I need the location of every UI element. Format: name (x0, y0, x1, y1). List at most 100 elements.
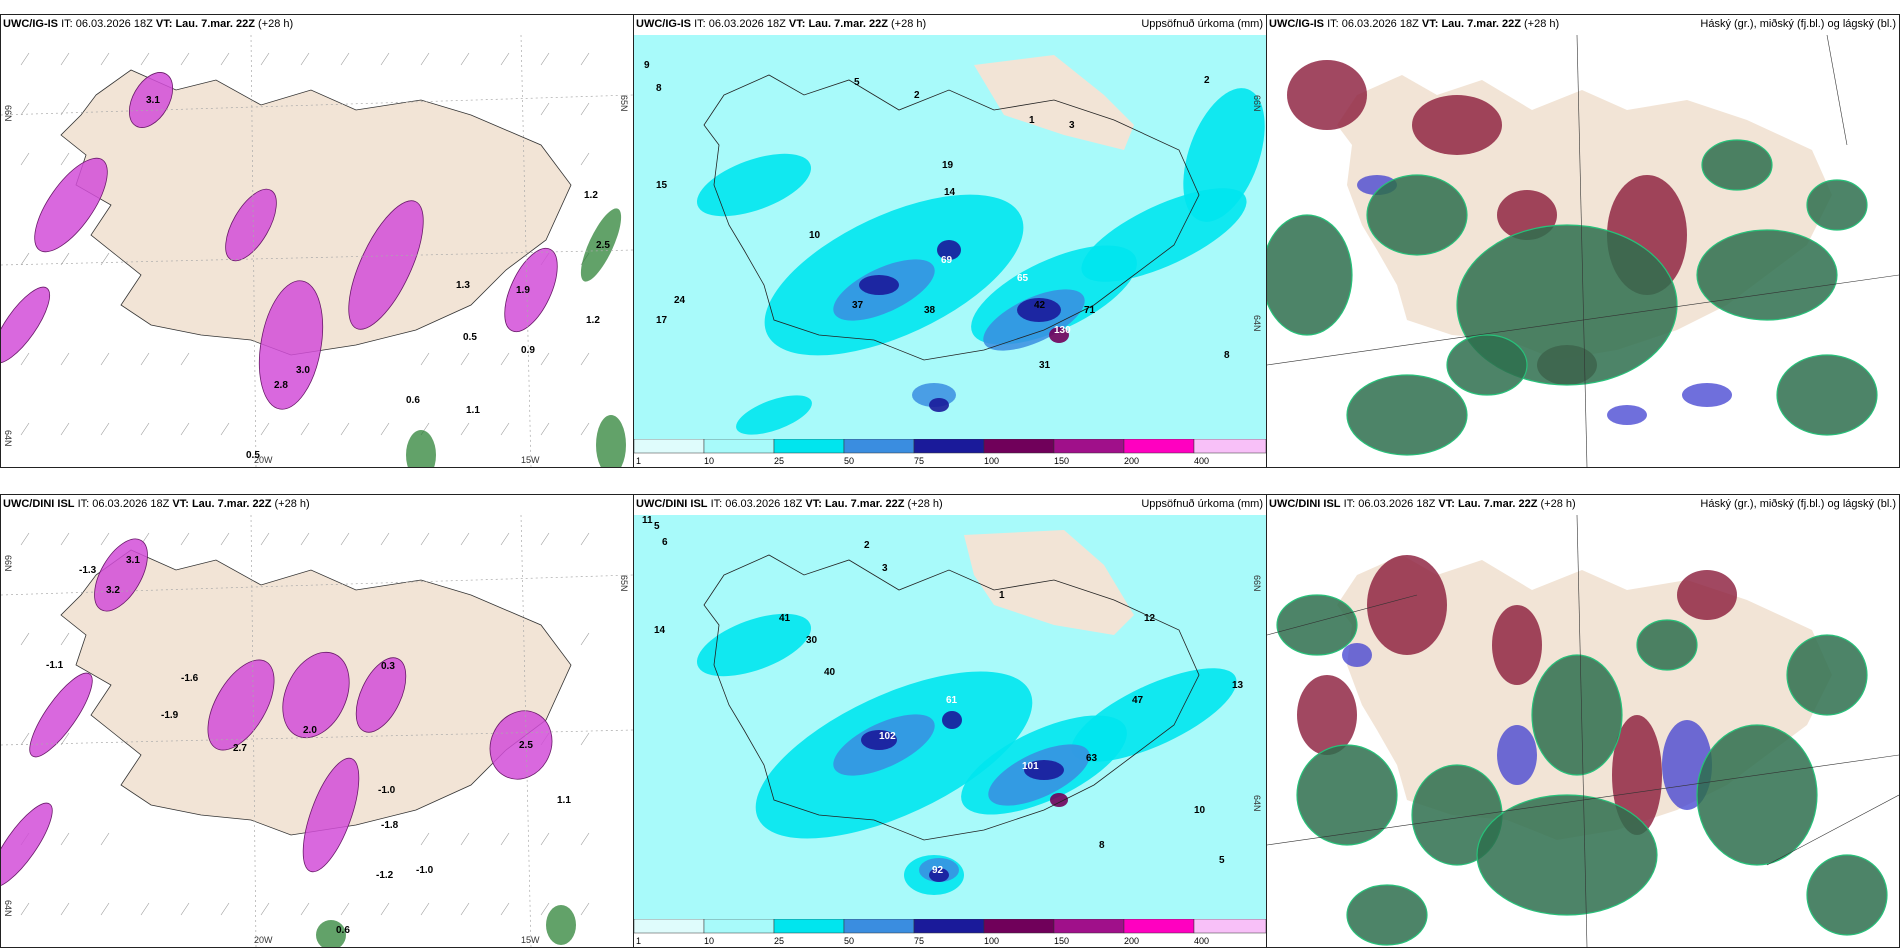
wind-temperature-map (1, 35, 633, 467)
colorbar-tick: 75 (914, 936, 924, 946)
value-label: 3.0 (296, 365, 310, 376)
value-label: 3.1 (126, 555, 140, 566)
value-label: 37 (852, 300, 864, 311)
value-label: 13 (1232, 680, 1244, 691)
value-label: 11 (642, 515, 653, 526)
value-label: 71 (1084, 305, 1096, 316)
map-panel-top-right: UWC/IG-IS IT: 06.03.2026 18Z VT: Lau. 7.… (1266, 14, 1900, 468)
value-label: 1 (999, 590, 1005, 601)
panel-field-title: Uppsöfnuð úrkoma (mm) (1141, 498, 1263, 510)
value-label: 0.6 (336, 925, 350, 936)
value-label: 38 (924, 305, 936, 316)
lon-label-15w: 15W (521, 455, 540, 465)
colorbar-tick: 10 (704, 456, 714, 466)
panel-title: UWC/DINI ISL IT: 06.03.2026 18Z VT: Lau.… (3, 498, 310, 510)
value-label: 0.3 (381, 661, 395, 672)
lat-label-64n: 64N (1252, 795, 1262, 812)
value-label: 8 (656, 83, 662, 94)
cloud-cover-map (1267, 515, 1899, 947)
colorbar-tick: 400 (1194, 936, 1209, 946)
lat-label-64n: 64N (1252, 315, 1262, 332)
value-label: 15 (656, 180, 668, 191)
value-label: 3 (882, 563, 888, 574)
value-label: 10 (809, 230, 821, 241)
colorbar-tick: 25 (774, 936, 784, 946)
value-label: 2.7 (233, 743, 247, 754)
map-panel-bottom-right: UWC/DINI ISL IT: 06.03.2026 18Z VT: Lau.… (1266, 494, 1900, 948)
value-label: 0.9 (521, 345, 535, 356)
lat-label-66n: 66N (1252, 95, 1262, 112)
value-label: 30 (806, 635, 818, 646)
precipitation-colorbar: 1 10 25 50 75 100 150 200 400 (634, 438, 1266, 467)
value-label: 31 (1039, 360, 1051, 371)
value-label: 102 (879, 731, 896, 742)
lat-label-66n: 66N (3, 555, 13, 572)
value-label: 101 (1022, 761, 1039, 772)
colorbar-tick: 200 (1124, 936, 1139, 946)
lat-label-66n: 66N (3, 105, 13, 122)
value-label: 2 (914, 90, 920, 101)
value-label: 41 (779, 613, 791, 624)
value-label: 0.6 (406, 395, 420, 406)
colorbar-tick: 100 (984, 936, 999, 946)
panel-field-title: Uppsöfnuð úrkoma (mm) (1141, 18, 1263, 30)
colorbar-tick: 100 (984, 456, 999, 466)
value-label: 10 (1194, 805, 1206, 816)
value-label: 47 (1132, 695, 1144, 706)
value-label: 3.1 (146, 95, 160, 106)
value-label: 24 (674, 295, 686, 306)
precipitation-map (634, 515, 1266, 947)
value-label: 1.3 (456, 280, 470, 291)
value-label: 3.2 (106, 585, 120, 596)
panel-title: UWC/DINI ISL IT: 06.03.2026 18Z VT: Lau.… (1269, 498, 1576, 510)
map-panel-bottom-middle: UWC/DINI ISL IT: 06.03.2026 18Z VT: Lau.… (633, 494, 1267, 948)
value-label: 92 (932, 865, 944, 876)
value-label: 130 (1054, 325, 1071, 336)
lat-label-66n: 66N (1252, 575, 1262, 592)
value-label: -1.0 (378, 785, 396, 796)
value-label: 8 (1224, 350, 1230, 361)
value-label: 2.5 (596, 240, 610, 251)
value-label: 8 (1099, 840, 1105, 851)
value-label: 1.9 (516, 285, 530, 296)
colorbar-tick: 25 (774, 456, 784, 466)
lat-label-64n: 64N (3, 430, 13, 447)
colorbar-tick: 1 (636, 456, 641, 466)
value-label: -1.9 (161, 710, 179, 721)
value-label: 0.5 (463, 332, 477, 343)
lat-label-64n: 64N (3, 900, 13, 917)
precipitation-colorbar: 1 10 25 50 75 100 150 200 400 (634, 918, 1266, 947)
value-label: 1.2 (586, 315, 600, 326)
panel-field-title: Háský (gr.), miðský (fj.bl.) og lágský (… (1700, 498, 1896, 510)
value-label: 19 (942, 160, 954, 171)
precipitation-map (634, 35, 1266, 467)
value-label: 40 (824, 667, 836, 678)
value-label: 63 (1086, 753, 1098, 764)
value-label: 9 (644, 60, 650, 71)
value-label: -1.6 (181, 673, 199, 684)
value-label: 2.8 (274, 380, 288, 391)
value-label: 5 (854, 77, 860, 88)
colorbar-tick: 50 (844, 936, 854, 946)
value-label: -1.0 (416, 865, 434, 876)
value-label: 5 (1219, 855, 1225, 866)
value-label: -1.1 (46, 660, 64, 671)
map-panel-top-middle: UWC/IG-IS IT: 06.03.2026 18Z VT: Lau. 7.… (633, 14, 1267, 468)
value-label: -1.2 (376, 870, 394, 881)
value-label: 1 (1029, 115, 1035, 126)
lat-label-65n: 65N (619, 95, 629, 112)
colorbar-tick: 400 (1194, 456, 1209, 466)
colorbar-tick: 150 (1054, 936, 1069, 946)
panel-title: UWC/DINI ISL IT: 06.03.2026 18Z VT: Lau.… (636, 498, 943, 510)
value-label: 2 (1204, 75, 1210, 86)
lon-label-20w: 20W (254, 935, 273, 945)
value-label: 5 (654, 521, 660, 532)
value-label: 17 (656, 315, 668, 326)
value-label: 69 (941, 255, 953, 266)
panel-title: UWC/IG-IS IT: 06.03.2026 18Z VT: Lau. 7.… (1269, 18, 1560, 30)
colorbar-tick: 150 (1054, 456, 1069, 466)
value-label: 61 (946, 695, 958, 706)
panel-field-title: Háský (gr.), miðský (fj.bl.) og lágský (… (1700, 18, 1896, 30)
colorbar-tick: 10 (704, 936, 714, 946)
lon-label-15w: 15W (521, 935, 540, 945)
